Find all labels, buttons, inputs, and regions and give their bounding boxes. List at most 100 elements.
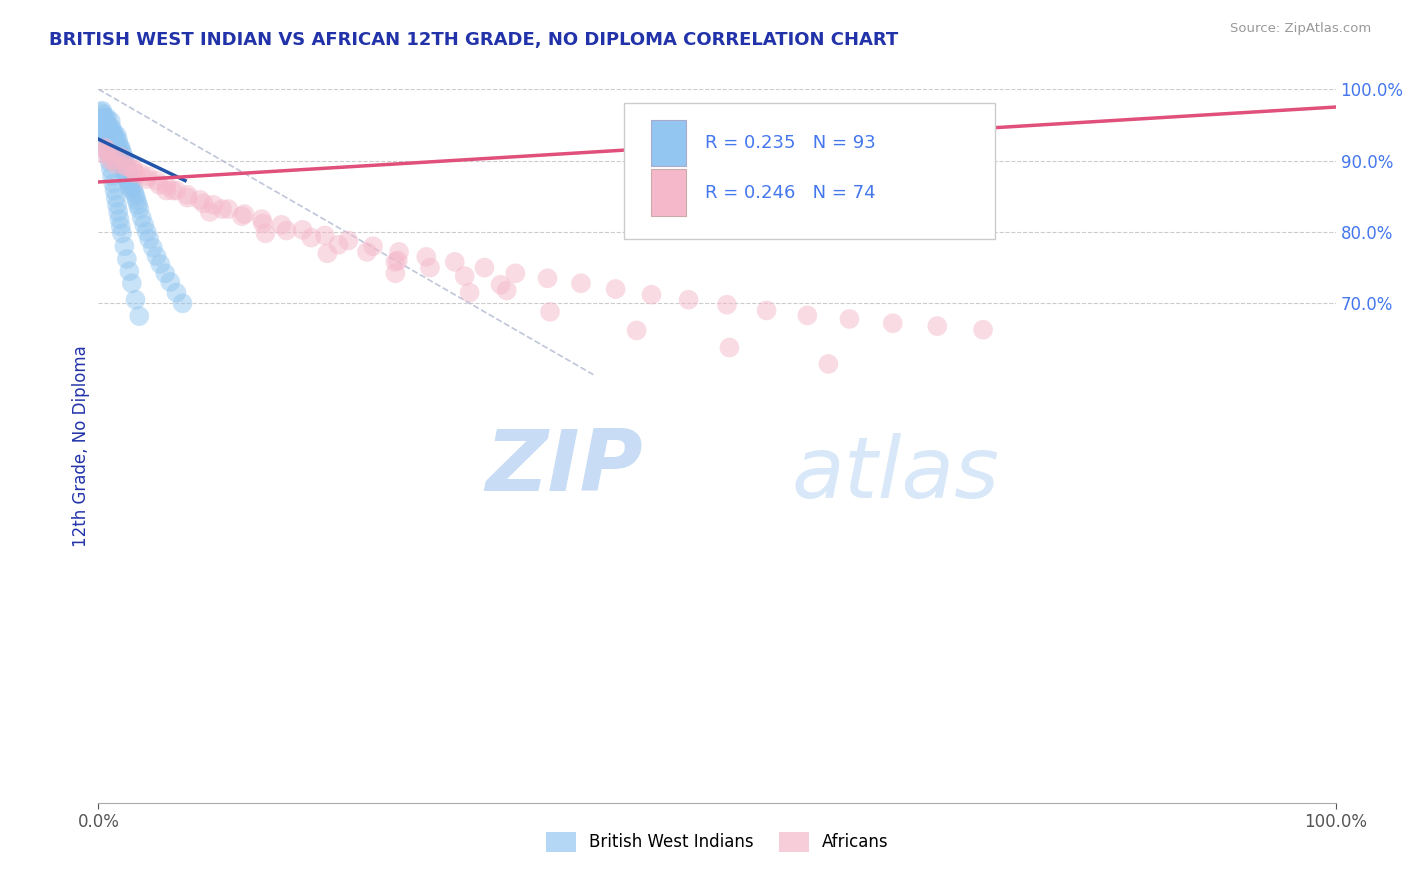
Point [145,249,167,263]
Point [489,277,512,292]
Point [91,146,114,161]
Point [104,157,127,171]
Point [361,239,384,253]
Point [299,230,322,244]
Point [135,225,157,239]
Point [103,128,125,143]
Point [98,121,121,136]
Y-axis label: 12th Grade, No Diploma: 12th Grade, No Diploma [72,345,90,547]
Point [716,298,738,312]
Point [112,159,135,173]
Bar [651,120,686,166]
Point [105,153,128,168]
Point [388,244,411,259]
Point [112,164,135,178]
Point [97,148,120,162]
Point [91,114,114,128]
Point [112,239,135,253]
Point [114,159,136,173]
Point [100,114,122,128]
Point [93,111,115,125]
Text: ZIP: ZIP [485,425,643,509]
Point [111,155,134,169]
Point [118,178,141,193]
Point [108,212,131,227]
Point [495,284,517,298]
Text: R = 0.246   N = 74: R = 0.246 N = 74 [704,184,876,202]
Point [122,162,145,177]
Point [162,184,184,198]
Point [105,128,128,143]
Point [176,187,198,202]
Point [93,118,115,132]
Point [93,107,115,121]
Point [105,150,128,164]
Point [443,255,465,269]
Point [94,114,117,128]
Point [101,132,124,146]
Point [188,193,211,207]
Point [124,186,146,200]
Point [755,303,778,318]
Point [110,219,132,234]
Point [176,191,198,205]
Point [96,121,118,136]
Point [117,164,139,178]
Point [91,112,114,127]
Point [419,260,441,275]
Point [796,309,818,323]
Point [93,120,115,134]
Point [108,150,131,164]
Point [128,309,150,323]
Point [101,169,124,184]
Point [127,198,149,212]
Point [155,184,177,198]
Point [90,105,112,120]
Point [135,172,157,186]
Point [252,216,274,230]
Point [111,227,134,241]
Point [211,202,233,216]
Point [110,152,132,166]
Point [356,244,378,259]
Point [927,319,949,334]
Point [93,141,115,155]
Point [110,150,132,164]
Point [276,223,298,237]
Point [115,159,138,173]
Point [838,312,860,326]
Point [94,143,117,157]
Point [105,198,128,212]
Point [217,202,239,216]
Point [103,136,125,150]
Point [270,218,292,232]
Point [538,305,561,319]
Point [198,205,221,219]
Point [193,196,215,211]
Point [124,293,146,307]
Point [96,111,118,125]
Point [569,277,592,291]
Point [120,182,142,196]
Point [121,277,143,291]
Point [125,194,148,208]
Point [231,209,253,223]
Point [94,125,117,139]
Point [972,323,994,337]
Point [605,282,627,296]
Point [165,184,187,198]
Legend: British West Indians, Africans: British West Indians, Africans [538,825,896,859]
Point [316,246,339,260]
Point [124,189,146,203]
Point [107,205,129,219]
Point [101,121,124,136]
Point [103,125,125,139]
Point [118,168,141,182]
Point [104,143,127,157]
Bar [651,169,686,216]
Point [138,232,160,246]
Point [817,357,839,371]
Point [93,127,115,141]
Point [96,141,118,155]
Point [91,103,114,118]
